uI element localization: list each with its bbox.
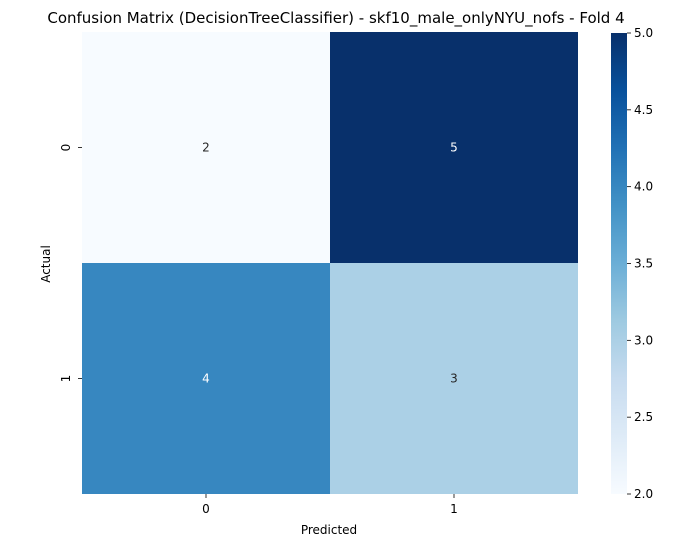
y-axis-label: Actual xyxy=(39,245,53,283)
cell-value-label: 4 xyxy=(202,372,210,386)
heatmap-cell xyxy=(330,263,578,494)
heatmap-cell-labels: 2 5 4 3 xyxy=(202,141,458,386)
heatmap-cell xyxy=(82,32,330,263)
colorbar-tick-label: 2.0 xyxy=(634,487,653,501)
cell-value-label: 3 xyxy=(450,372,458,386)
cell-value-label: 5 xyxy=(450,141,458,155)
x-tick-label: 1 xyxy=(450,502,458,516)
colorbar-tick-label: 5.0 xyxy=(634,26,653,40)
heatmap-cell xyxy=(82,263,330,494)
colorbar-tick-label: 4.5 xyxy=(634,103,653,117)
colorbar xyxy=(611,33,627,494)
heatmap-cells xyxy=(82,32,578,494)
colorbar-tick-label: 4.0 xyxy=(634,180,653,194)
x-axis-label: Predicted xyxy=(301,523,357,537)
colorbar-tick-label: 3.5 xyxy=(634,257,653,271)
heatmap-cell xyxy=(330,32,578,263)
x-tick-label: 0 xyxy=(202,502,210,516)
y-axis-ticks: 01 xyxy=(59,144,82,383)
cell-value-label: 2 xyxy=(202,141,210,155)
y-tick-label: 0 xyxy=(59,144,73,152)
y-tick-label: 1 xyxy=(59,375,73,383)
colorbar-tick-label: 3.0 xyxy=(634,333,653,347)
colorbar-tick-label: 2.5 xyxy=(634,410,653,424)
colorbar-ticks: 2.0 2.5 3.0 3.5 4.0 4.5 5.0 xyxy=(627,26,653,501)
chart-title: Confusion Matrix (DecisionTreeClassifier… xyxy=(47,9,624,28)
